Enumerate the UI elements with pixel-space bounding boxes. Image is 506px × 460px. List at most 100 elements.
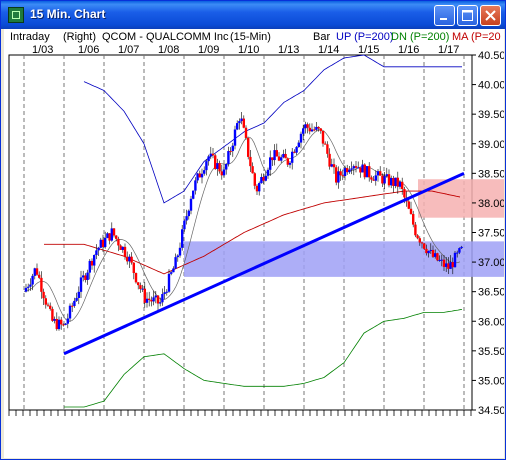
candle-body xyxy=(192,190,195,199)
candle-body xyxy=(328,153,331,167)
candle-body xyxy=(185,216,188,221)
candle-body xyxy=(436,253,439,261)
candle-body xyxy=(174,257,177,269)
maximize-button[interactable] xyxy=(457,5,478,26)
candle-body xyxy=(458,248,461,253)
candle-body xyxy=(295,147,298,153)
candle-body xyxy=(442,259,446,267)
candle-body xyxy=(416,235,419,239)
x-date-label: 1/13 xyxy=(278,44,299,56)
candle-body xyxy=(66,318,69,324)
candle-body xyxy=(88,260,91,273)
candle-body xyxy=(84,275,87,280)
candle-body xyxy=(315,126,318,130)
y-tick-label: 38.00 xyxy=(478,198,504,210)
candle-body xyxy=(370,177,373,180)
candle-body xyxy=(181,229,184,248)
candle-body xyxy=(220,171,223,176)
up-band-label: UP (P=200) xyxy=(336,31,394,43)
candle-body xyxy=(332,164,336,168)
y-tick-label: 34.50 xyxy=(478,405,504,417)
plot-frame xyxy=(8,54,473,411)
candle-body xyxy=(236,123,239,130)
candle-body xyxy=(104,237,107,247)
candle-body xyxy=(383,176,386,184)
candle-body xyxy=(203,170,206,174)
candle-body xyxy=(29,284,32,287)
candle-body xyxy=(106,233,109,238)
dn-band-label: DN (P=200) xyxy=(391,31,450,43)
candle-body xyxy=(317,126,320,129)
candle-body xyxy=(451,262,454,268)
intraday-label: Intraday xyxy=(10,31,50,43)
chart-area[interactable]: Intraday (Right) QCOM - QUALCOMM Inc (15… xyxy=(4,29,504,458)
x-date-label: 1/17 xyxy=(438,44,459,56)
interval-label: (15-Min) xyxy=(230,31,271,43)
candle-body xyxy=(161,294,164,303)
candle-body xyxy=(75,297,78,301)
candle-body xyxy=(130,256,133,263)
candle-body xyxy=(216,163,219,169)
candle-body xyxy=(282,153,285,158)
candle-body xyxy=(170,272,173,274)
x-date-label: 1/14 xyxy=(318,44,339,56)
candle-body xyxy=(288,162,292,165)
candle-body xyxy=(249,156,252,167)
close-button[interactable] xyxy=(480,5,501,26)
candle-body xyxy=(244,127,248,138)
minimize-button[interactable] xyxy=(434,5,455,26)
candle-body xyxy=(420,242,424,244)
candle-body xyxy=(198,173,201,178)
candle-body xyxy=(438,260,441,262)
y-tick-label: 40.50 xyxy=(478,50,504,62)
candle-body xyxy=(284,153,287,159)
candle-body xyxy=(214,155,217,169)
candle-body xyxy=(152,297,155,302)
candle-body xyxy=(429,249,432,252)
candle-body xyxy=(425,248,428,254)
candle-body xyxy=(280,157,283,161)
candle-body xyxy=(132,262,135,274)
candle-body xyxy=(178,247,182,256)
candle-body xyxy=(440,259,443,261)
candle-body xyxy=(260,177,263,184)
x-date-label: 1/06 xyxy=(78,44,99,56)
candle-body xyxy=(57,319,61,330)
candle-body xyxy=(115,235,118,239)
candle-body xyxy=(412,213,415,225)
bar-style-label: Bar xyxy=(313,31,331,43)
candle-body xyxy=(44,298,47,305)
price-chart[interactable]: 40.50 40.00 39.50 39.00 38.50 38.00 37.50 37.00… xyxy=(4,29,504,458)
candle-body xyxy=(55,318,58,330)
candle-body xyxy=(79,277,83,292)
y-tick-label: 36.50 xyxy=(478,287,504,299)
candle-body xyxy=(189,198,193,211)
candle-body xyxy=(434,253,437,257)
candle-body xyxy=(350,168,353,170)
candle-body xyxy=(253,173,256,186)
candle-body xyxy=(247,137,250,157)
title-bar[interactable]: 15 Min. Chart xyxy=(1,1,505,29)
candle-body xyxy=(286,158,289,165)
candle-body xyxy=(401,181,404,190)
candle-body xyxy=(297,142,300,148)
candle-body xyxy=(372,179,375,181)
candle-body xyxy=(27,286,30,288)
candle-body xyxy=(310,129,314,132)
candle-body xyxy=(445,263,448,267)
candle-body xyxy=(196,173,199,181)
candle-body xyxy=(319,128,322,131)
candle-body xyxy=(291,151,294,163)
candle-body xyxy=(62,324,65,326)
app-icon xyxy=(8,7,24,23)
candle-body xyxy=(392,178,395,186)
candle-body xyxy=(431,249,435,257)
candle-body xyxy=(99,239,102,248)
y-tick-label: 40.00 xyxy=(478,80,504,92)
candle-body xyxy=(86,272,89,280)
candle-body xyxy=(128,256,131,262)
candle-body xyxy=(407,201,410,209)
candle-body xyxy=(238,121,241,124)
candle-body xyxy=(123,246,127,257)
candle-body xyxy=(385,174,388,177)
